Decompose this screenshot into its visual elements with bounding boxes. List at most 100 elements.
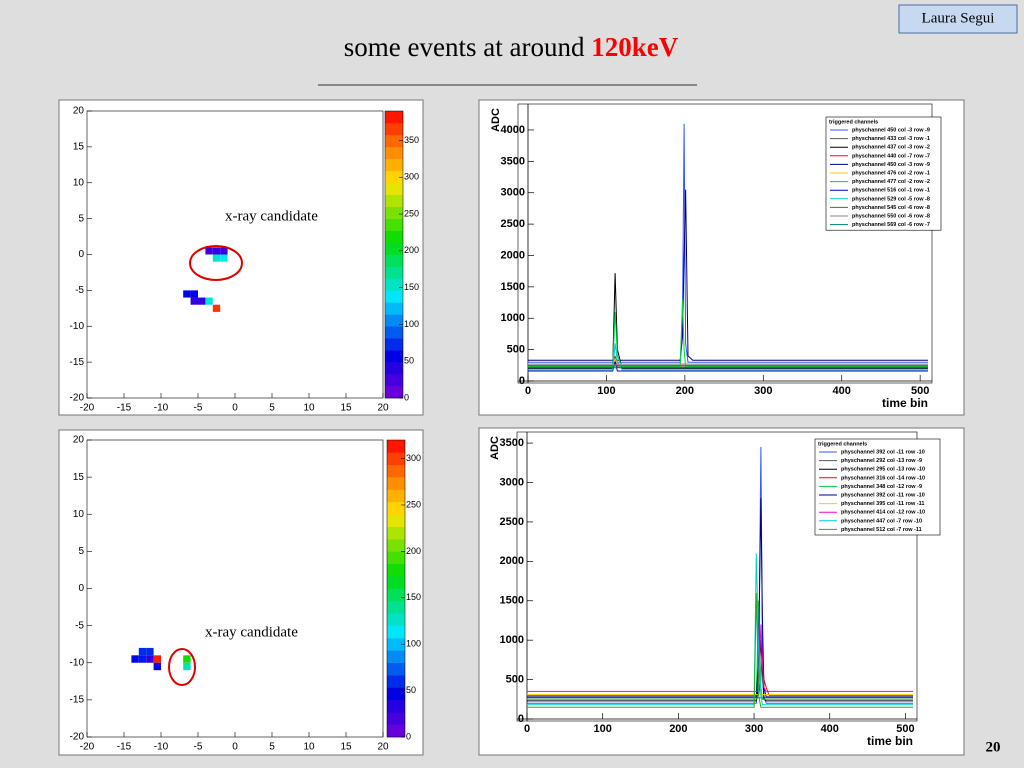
heat-cell — [220, 254, 228, 262]
y-tick-label: -20 — [70, 732, 85, 743]
legend-box — [814, 438, 941, 536]
x-tick-label: -20 — [80, 403, 95, 414]
y-tick-label: 15 — [73, 142, 85, 153]
colorbar-band — [387, 724, 405, 738]
x-tick-label: 0 — [232, 403, 238, 414]
heat-cell — [190, 297, 198, 305]
legend-label: physchannel 433 col -3 row -1 — [852, 136, 930, 142]
colorbar-band — [387, 662, 405, 676]
colorbar-label: 350 — [404, 135, 419, 145]
x-tick-label: 300 — [745, 723, 763, 735]
colorbar-band — [385, 350, 403, 363]
colorbar-label: 0 — [404, 392, 409, 402]
legend-label: physchannel 437 col -3 row -2 — [852, 145, 930, 151]
y-tick-label: 0 — [78, 583, 84, 594]
x-tick-label: 5 — [269, 403, 275, 414]
y-tick-label: 0 — [519, 375, 525, 387]
colorbar-label: 200 — [406, 546, 421, 556]
legend-label: physchannel 392 col -11 row -10 — [841, 449, 925, 455]
colorbar-band — [385, 122, 403, 136]
colorbar-band — [387, 638, 405, 651]
x-tick-label: -5 — [194, 742, 203, 753]
colorbar-band — [385, 218, 403, 231]
colorbar-band — [385, 386, 403, 399]
heat-cell — [131, 655, 139, 663]
y-tick-label: 20 — [73, 106, 85, 117]
colorbar-label: 300 — [406, 453, 421, 463]
colorbar-band — [385, 254, 403, 267]
title-highlight: 120keV — [591, 32, 679, 62]
x-tick-label: 0 — [524, 723, 530, 735]
x-tick-label: -5 — [194, 403, 203, 414]
y-tick-label: 0 — [78, 249, 84, 260]
x-tick-label: 200 — [669, 723, 687, 735]
legend-label: physchannel 529 col -5 row -8 — [852, 196, 930, 202]
y-tick-label: -20 — [70, 393, 85, 404]
heat-cell — [183, 662, 191, 671]
colorbar-band — [387, 699, 405, 713]
y-tick-label: -10 — [70, 657, 85, 668]
legend-label: physchannel 569 col -6 row -7 — [852, 222, 930, 228]
colorbar-band — [387, 477, 405, 490]
y-axis-label: ADC — [490, 108, 502, 132]
heat-cell — [205, 247, 213, 255]
series-line — [528, 360, 928, 372]
y-tick-label: 500 — [506, 673, 524, 685]
colorbar-label: 50 — [404, 356, 414, 366]
y-tick-label: 1500 — [500, 595, 524, 607]
heat-cell — [183, 290, 191, 298]
heat-cell — [205, 297, 213, 305]
heat-cell — [212, 254, 221, 262]
colorbar-band — [387, 501, 405, 515]
heat-cell — [138, 647, 147, 656]
x-tick-label: 500 — [896, 723, 914, 735]
series-line — [528, 357, 928, 364]
legend-label: physchannel 476 col -2 row -1 — [852, 170, 930, 176]
colorbar-band — [385, 302, 403, 315]
heat-cell — [220, 247, 228, 255]
x-tick-label: 10 — [303, 742, 315, 753]
colorbar-frame — [384, 110, 404, 399]
colorbar-band — [385, 242, 403, 255]
colorbar-band — [387, 563, 405, 577]
legend-title: triggered channels — [829, 119, 878, 125]
series-line — [528, 299, 928, 368]
y-tick-label: 1000 — [500, 634, 524, 646]
legend-label: physchannel 447 col -7 row -10 — [841, 518, 922, 524]
y-tick-label: 3000 — [501, 187, 525, 199]
y-tick-label: 3500 — [500, 437, 524, 449]
colorbar-label: 250 — [404, 208, 419, 218]
y-tick-label: 3000 — [500, 476, 524, 488]
x-tick-label: -15 — [117, 742, 132, 753]
series-line — [528, 273, 928, 369]
plot-area — [86, 439, 384, 738]
colorbar-band — [385, 314, 403, 327]
colorbar-band — [387, 600, 405, 614]
legend-label: physchannel 295 col -13 row -10 — [841, 467, 925, 473]
heat-cell — [138, 655, 147, 663]
colorbar-label: 250 — [406, 499, 421, 509]
colorbar-frame — [386, 439, 406, 738]
y-axis-label: ADC — [489, 436, 501, 460]
series-line — [528, 355, 928, 366]
x-tick-label: -20 — [80, 742, 95, 753]
heat-cell — [198, 297, 206, 305]
colorbar-label: 150 — [404, 282, 419, 292]
y-tick-label: 5 — [78, 213, 84, 224]
y-tick-label: 2000 — [501, 249, 525, 261]
legend-label: physchannel 477 col -2 row -2 — [852, 179, 930, 185]
legend-label: physchannel 348 col -12 row -9 — [841, 484, 922, 490]
colorbar-band — [387, 526, 405, 540]
colorbar-band — [387, 687, 405, 701]
series-line — [528, 343, 928, 371]
y-tick-label: -10 — [70, 321, 85, 332]
x-tick-label: 15 — [340, 403, 352, 414]
legend-label: physchannel 450 col -3 row -9 — [852, 162, 930, 168]
heat-cell — [190, 290, 198, 298]
colorbar-band — [385, 182, 403, 196]
legend-label: physchannel 395 col -11 row -11 — [841, 501, 924, 507]
plot-area — [86, 110, 384, 399]
legend-label: physchannel 440 col -7 row -7 — [852, 153, 930, 159]
colorbar-band — [387, 613, 405, 626]
legend-label: physchannel 545 col -6 row -8 — [852, 205, 930, 211]
